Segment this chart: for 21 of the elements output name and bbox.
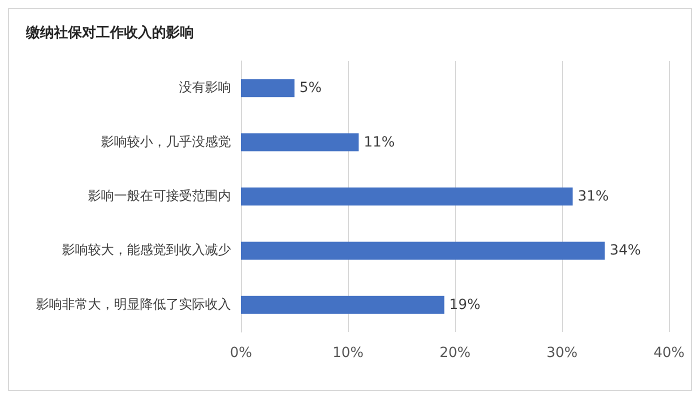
y-tick-label: 没有影响 (179, 80, 231, 96)
y-tick-label: 影响一般在可接受范围内 (88, 189, 231, 204)
x-tick-label: 20% (439, 345, 471, 361)
x-tick-label: 30% (546, 345, 578, 361)
bar (241, 79, 294, 98)
bar (241, 133, 359, 152)
x-tick-label: 0% (230, 345, 252, 361)
y-tick-label: 影响非常大，明显降低了实际收入 (36, 297, 231, 312)
data-label: 31% (578, 188, 609, 204)
data-label: 11% (364, 134, 395, 150)
data-label: 34% (610, 242, 641, 259)
x-tick-label: 10% (332, 345, 364, 361)
data-label: 19% (449, 296, 480, 313)
bar (241, 296, 444, 314)
bar (241, 242, 605, 260)
y-tick-label: 影响较小，几乎没感觉 (101, 134, 231, 150)
data-label: 5% (300, 80, 322, 96)
text: 缴纳社保对工作收入的影响 (25, 25, 194, 41)
bar (241, 188, 573, 206)
x-tick-label: 40% (653, 345, 685, 361)
y-tick-label: 影响较大，能感觉到收入减少 (62, 243, 231, 258)
